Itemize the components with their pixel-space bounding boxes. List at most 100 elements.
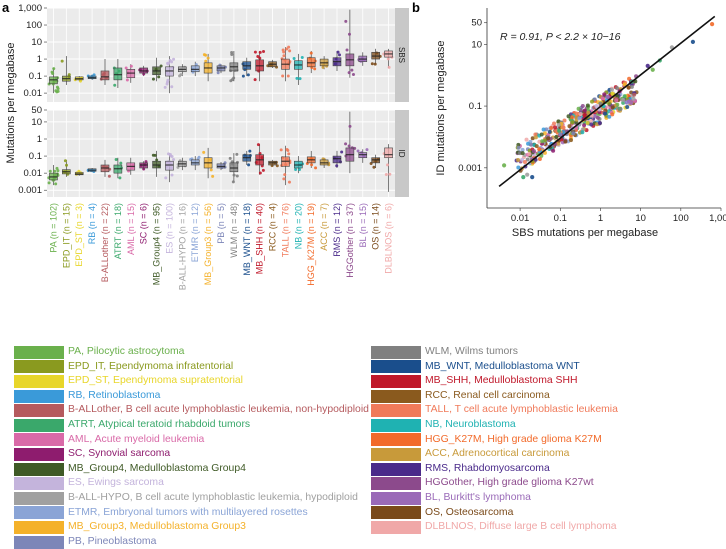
scatter-point xyxy=(631,96,636,101)
legend-swatch xyxy=(14,477,64,491)
box-point xyxy=(256,55,260,59)
legend-item: HGGother, High grade glioma K27wt xyxy=(371,476,618,491)
box-point xyxy=(247,163,251,167)
legend-swatch xyxy=(14,404,64,418)
x-tick-label: 0.1 xyxy=(554,213,567,224)
box-point xyxy=(172,57,176,61)
box-point xyxy=(314,166,318,170)
panel-a-boxplots: 0.010.11101001,000SBS0.0010.010.111050ID… xyxy=(5,3,409,290)
legend-item: TALL, T cell acute lymphoblastic leukemi… xyxy=(371,403,618,418)
box-point xyxy=(348,124,352,128)
legend-label: MB_Group4, Medulloblastoma Group4 xyxy=(68,462,246,474)
box-iqr xyxy=(384,147,393,159)
category-label: MB_WNT (n = 18) xyxy=(242,203,252,276)
legend-swatch xyxy=(371,447,421,461)
legend-label: B-ALLother, B cell acute lymphoblastic l… xyxy=(68,404,369,416)
legend-swatch xyxy=(14,345,64,359)
legend-label: WLM, Wilms tumors xyxy=(425,346,518,357)
scatter-point xyxy=(530,175,535,180)
scatter-point xyxy=(547,129,552,134)
legend-label: BL, Burkitt's lymphoma xyxy=(425,491,531,503)
legend-item: ACC, Adrenocortical carcinoma xyxy=(371,447,618,462)
box-point xyxy=(386,57,390,61)
scatter-point xyxy=(605,94,610,99)
legend-swatch xyxy=(371,506,421,520)
scatter-point xyxy=(592,97,597,102)
legend-swatch xyxy=(371,462,421,476)
y-axis-title: ID mutations per megabase xyxy=(435,40,447,175)
box-point xyxy=(113,83,117,87)
scatter-point xyxy=(585,107,590,112)
scatter-point xyxy=(521,175,526,180)
scatter-point xyxy=(626,99,631,104)
legend-item: EPD_ST, Ependymoma supratentorial xyxy=(14,374,369,389)
correlation-annotation: R = 0.91, P < 2.2 × 10−16 xyxy=(500,31,621,43)
legend-item: ES, Ewings sarcoma xyxy=(14,476,369,491)
box-point xyxy=(292,57,296,61)
scatter-point xyxy=(539,132,544,137)
y-tick-label: 10 xyxy=(31,37,42,48)
scatter-point xyxy=(533,135,538,140)
box-point xyxy=(350,68,354,72)
scatter-point xyxy=(586,110,591,116)
box-point xyxy=(194,63,198,67)
box-point xyxy=(281,74,285,78)
scatter-point xyxy=(554,134,559,140)
scatter-point xyxy=(614,98,619,103)
y-axis-title: Mutations per megabase xyxy=(5,42,17,163)
legend-item: RB, Retinoblastoma xyxy=(14,389,369,404)
category-label: MB_SHH (n = 40) xyxy=(255,203,265,274)
box-point xyxy=(285,47,289,51)
y-tick-label: 1 xyxy=(37,54,42,65)
scatter-point xyxy=(622,94,627,99)
scatter-point xyxy=(622,82,627,87)
scatter-point xyxy=(669,45,675,50)
scatter-point xyxy=(553,125,558,130)
category-label: TALL (n = 76) xyxy=(280,203,290,257)
box-point xyxy=(229,79,233,83)
box-point xyxy=(206,56,210,60)
box-point xyxy=(282,54,286,58)
scatter-point xyxy=(607,114,612,119)
category-label: HGGother (n = 37) xyxy=(345,203,355,278)
scatter-point xyxy=(589,122,594,127)
box-point xyxy=(114,157,118,161)
category-label: PA (n = 102) xyxy=(48,203,58,253)
category-label: NB (n = 20) xyxy=(293,203,303,249)
box-point xyxy=(56,169,60,173)
box-point xyxy=(164,176,168,180)
scatter-point xyxy=(615,86,620,91)
x-tick-label: 1 xyxy=(598,213,603,224)
scatter-point xyxy=(526,141,531,146)
box-iqr xyxy=(100,70,110,81)
y-tick-label: 50 xyxy=(471,18,482,29)
legend-item: WLM, Wilms tumors xyxy=(371,345,618,360)
box-iqr xyxy=(229,162,239,173)
scatter-point xyxy=(527,151,532,156)
scatter-point xyxy=(576,106,581,111)
box-point xyxy=(170,60,174,64)
box-point xyxy=(344,19,348,23)
box-point xyxy=(253,50,257,54)
box-point xyxy=(155,158,159,162)
panel-label-b: b xyxy=(412,0,420,15)
scatter-point xyxy=(602,92,607,97)
legend-swatch xyxy=(14,418,64,432)
box-point xyxy=(321,65,325,69)
box-iqr xyxy=(113,67,123,81)
category-label: ATRT (n = 18) xyxy=(113,203,123,259)
box-iqr xyxy=(306,57,316,68)
figure-canvas: a b 0.010.11101001,000SBS0.0010.010.1110… xyxy=(2,0,726,290)
y-tick-label: 0.01 xyxy=(24,88,43,99)
category-label: AML (n = 15) xyxy=(126,203,136,255)
scatter-point xyxy=(520,157,525,162)
legend-item: EPD_IT, Ependymoma infratentorial xyxy=(14,360,369,375)
box-point xyxy=(230,160,234,164)
legend-item: SC, Synovial sarcoma xyxy=(14,447,369,462)
box-point xyxy=(309,51,313,55)
y-tick-label: 10 xyxy=(31,117,42,128)
box-point xyxy=(370,62,374,66)
scatter-point xyxy=(610,112,615,117)
category-label: PB (n = 5) xyxy=(216,203,226,244)
box-point xyxy=(157,75,161,79)
